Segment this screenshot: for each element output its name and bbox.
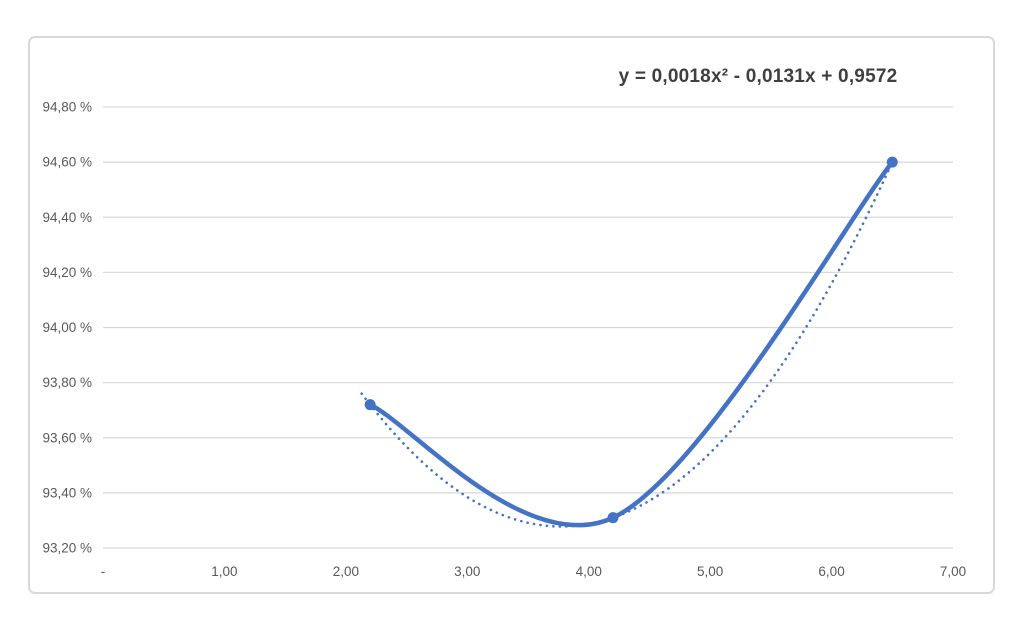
y-axis-tick-label: 94,60 %: [42, 155, 92, 170]
x-axis-tick-label: 3,00: [454, 564, 480, 579]
trendline-path[interactable]: [360, 160, 894, 528]
y-axis-tick-label: 94,80 %: [42, 100, 92, 115]
data-point-marker[interactable]: [886, 156, 898, 168]
data-point-marker[interactable]: [364, 399, 376, 411]
data-point-marker[interactable]: [607, 512, 619, 524]
y-axis-tick-label: 93,20 %: [42, 541, 92, 556]
y-axis-tick-label: 94,20 %: [42, 265, 92, 280]
chart-frame[interactable]: [28, 36, 995, 594]
x-axis-tick-label: -: [101, 564, 106, 579]
x-axis-tick-label: 2,00: [333, 564, 359, 579]
y-axis-tick-label: 93,40 %: [42, 485, 92, 500]
y-axis-tick-label: 94,40 %: [42, 210, 92, 225]
x-axis-tick-label: 6,00: [818, 564, 844, 579]
x-axis-tick-label: 1,00: [211, 564, 237, 579]
trendline-equation[interactable]: y = 0,0018x² - 0,0131x + 0,9572: [618, 66, 898, 87]
y-axis-tick-label: 94,00 %: [42, 320, 92, 335]
x-axis-tick-label: 4,00: [576, 564, 602, 579]
x-axis-tick-label: 7,00: [940, 564, 966, 579]
series-line-path[interactable]: [367, 159, 895, 528]
y-axis-tick-label: 93,60 %: [42, 430, 92, 445]
y-axis-tick-label: 93,80 %: [42, 375, 92, 390]
x-axis-tick-label: 5,00: [697, 564, 723, 579]
